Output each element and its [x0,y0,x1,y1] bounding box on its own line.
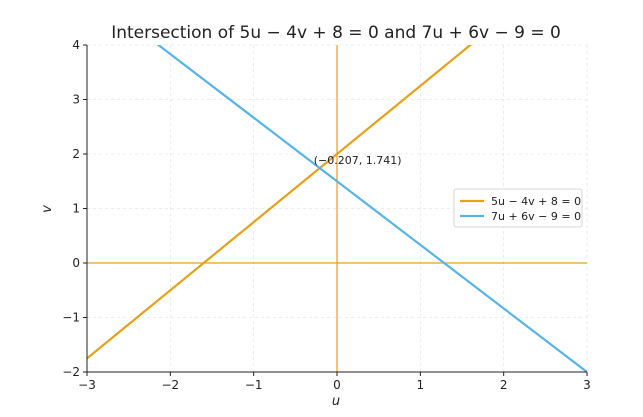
legend-label-2: 7u + 6v − 9 = 0 [491,210,581,223]
x-tick-label: −2 [161,378,179,392]
y-tick-label: 4 [72,38,80,52]
x-tick-label: 1 [417,378,425,392]
series-line-2 [156,45,587,372]
chart-title: Intersection of 5u − 4v + 8 = 0 and 7u +… [111,23,561,43]
x-tick-label: 2 [500,378,508,392]
y-tick-label: 3 [72,93,80,107]
y-tick-label: 0 [72,256,80,270]
annotations: (−0.207, 1.741) [314,154,402,167]
x-tick-label: −1 [245,378,263,392]
x-axis-title: u [332,394,340,409]
y-tick-label: 2 [72,147,80,161]
legend-label-1: 5u − 4v + 8 = 0 [491,195,581,208]
y-axis-title: v [40,205,55,213]
legend-box [453,188,583,228]
series-line-1 [87,45,473,360]
plot-area [87,45,587,372]
x-tick-label: 3 [583,378,591,392]
x-tick-label: 0 [333,378,341,392]
y-tick-label: −2 [62,365,80,379]
reference-lines [87,45,587,372]
intersection-label: (−0.207, 1.741) [314,154,402,167]
y-tick-label: −1 [62,311,80,325]
y-tick-label: 1 [72,202,80,216]
x-tick-label: −3 [78,378,96,392]
legend: 5u − 4v + 8 = 0 7u + 6v − 9 = 0 [453,188,583,228]
